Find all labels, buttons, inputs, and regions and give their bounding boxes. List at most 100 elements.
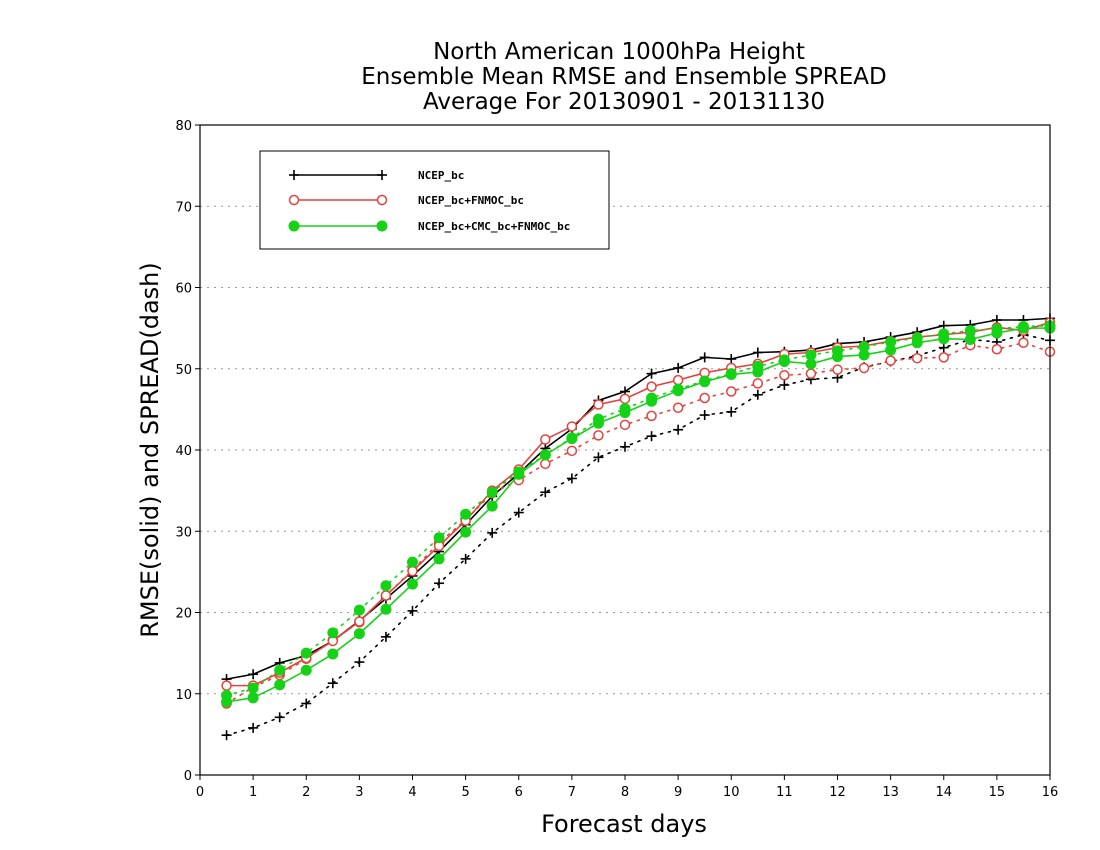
x-tick-label: 1 bbox=[249, 785, 257, 800]
spread-point bbox=[619, 419, 631, 431]
rmse-point bbox=[911, 337, 923, 349]
y-tick-label: 70 bbox=[175, 200, 192, 215]
spread-point bbox=[779, 380, 790, 390]
spread-point bbox=[726, 406, 737, 417]
x-tick-label: 14 bbox=[935, 785, 952, 800]
legend-marker bbox=[289, 170, 299, 180]
rmse-point bbox=[619, 407, 631, 419]
spread-point bbox=[434, 578, 445, 589]
spread-point bbox=[487, 527, 498, 538]
rmse-point bbox=[327, 648, 339, 660]
rmse-line bbox=[226, 327, 1050, 703]
x-tick-label: 16 bbox=[1042, 785, 1059, 800]
spread-point bbox=[248, 722, 259, 733]
legend-samples bbox=[288, 170, 388, 232]
rmse-point bbox=[593, 399, 604, 410]
spread-point bbox=[1018, 337, 1029, 348]
spread-point bbox=[486, 486, 498, 498]
rmse-point bbox=[248, 669, 259, 680]
rmse-point bbox=[407, 565, 418, 577]
y-tick-label: 0 bbox=[184, 769, 192, 784]
y-tick-label: 20 bbox=[175, 607, 192, 622]
spread-point bbox=[274, 712, 285, 723]
chart-title-line-1: North American 1000hPa Height bbox=[433, 39, 805, 65]
x-tick-label: 6 bbox=[515, 785, 523, 800]
rmse-line bbox=[226, 317, 1051, 680]
spread-point bbox=[938, 342, 949, 353]
spread-point bbox=[221, 730, 232, 741]
y-tick-label: 40 bbox=[175, 444, 192, 459]
y-tick-label: 80 bbox=[175, 119, 192, 134]
spread-point bbox=[858, 362, 870, 374]
rmse-point bbox=[885, 344, 897, 356]
spread-point bbox=[407, 605, 418, 616]
x-tick-label: 5 bbox=[461, 785, 469, 800]
legend-marker bbox=[288, 194, 300, 206]
rmse-point bbox=[247, 692, 259, 704]
spread-point bbox=[646, 431, 657, 442]
x-axis-title: Forecast days bbox=[541, 810, 707, 838]
spread-point bbox=[752, 389, 763, 400]
spread-line bbox=[225, 333, 1051, 736]
rmse-point bbox=[486, 500, 498, 512]
legend-label-ncep-bc-fnmoc-bc: NCEP_bc+FNMOC_bc bbox=[418, 194, 524, 207]
rmse-point bbox=[566, 433, 578, 445]
y-tick-label: 50 bbox=[175, 363, 192, 378]
spread-point bbox=[327, 627, 339, 639]
spread-point bbox=[354, 657, 365, 668]
legend-label-ncep-bc: NCEP_bc bbox=[418, 169, 464, 182]
legend: NCEP_bc NCEP_bc+FNMOC_bc NCEP_bc+CMC_bc+… bbox=[259, 150, 610, 250]
spread-point bbox=[779, 370, 790, 381]
chart-title-line-3: Average For 20130901 - 20131130 bbox=[423, 89, 825, 115]
rmse-point bbox=[221, 696, 233, 708]
rmse-point bbox=[460, 526, 472, 538]
rmse-point bbox=[353, 628, 365, 640]
spread-point bbox=[620, 441, 630, 452]
y-tick-label: 10 bbox=[175, 688, 192, 703]
spread-point bbox=[247, 682, 259, 694]
rmse-point bbox=[592, 417, 604, 429]
rmse-point bbox=[513, 468, 525, 480]
rmse-point bbox=[938, 333, 950, 345]
rmse-point bbox=[221, 680, 232, 691]
spread-point bbox=[752, 378, 764, 389]
rmse-line bbox=[226, 321, 1051, 687]
x-tick-label: 2 bbox=[302, 785, 310, 800]
legend-marker bbox=[376, 220, 388, 232]
y-tick-label: 60 bbox=[175, 282, 192, 297]
rmse-point bbox=[354, 616, 365, 627]
rmse-point bbox=[433, 553, 445, 565]
spread-point bbox=[726, 386, 737, 397]
rmse-point bbox=[619, 393, 631, 405]
rmse-point bbox=[752, 366, 764, 378]
spread-line bbox=[225, 341, 1051, 705]
series-ncep-bc-fnmoc-bc-rmse bbox=[221, 317, 1056, 691]
chart-title-line-2: Ensemble Mean RMSE and Ensemble SPREAD bbox=[361, 64, 886, 90]
y-tick-label: 30 bbox=[175, 525, 192, 540]
series-ncep-bc-cmc-bc-fnmoc-bc-rmse bbox=[221, 322, 1056, 708]
spread-point bbox=[301, 698, 312, 709]
rmse-point bbox=[540, 434, 551, 445]
plot-frame bbox=[199, 124, 1051, 776]
spread-point bbox=[885, 355, 896, 366]
rmse-point bbox=[699, 376, 711, 388]
rmse-point bbox=[805, 358, 817, 370]
spread-point bbox=[566, 473, 577, 484]
y-axis-title: RMSE(solid) and SPREAD(dash) bbox=[136, 262, 164, 638]
series-ncep-bc-fnmoc-bc-spread bbox=[221, 337, 1056, 709]
rmse-point bbox=[726, 354, 737, 364]
x-tick-label: 15 bbox=[989, 785, 1006, 800]
spread-point bbox=[593, 430, 604, 441]
spread-point bbox=[672, 402, 684, 413]
rmse-point bbox=[725, 368, 737, 380]
spread-point bbox=[938, 352, 949, 363]
x-tick-label: 9 bbox=[674, 785, 682, 800]
spread-point bbox=[353, 604, 365, 616]
rmse-point bbox=[274, 679, 286, 691]
spread-point bbox=[699, 392, 710, 404]
rmse-point bbox=[673, 362, 684, 373]
rmse-point bbox=[566, 421, 578, 432]
spread-point bbox=[832, 364, 843, 375]
spread-point bbox=[300, 647, 312, 659]
